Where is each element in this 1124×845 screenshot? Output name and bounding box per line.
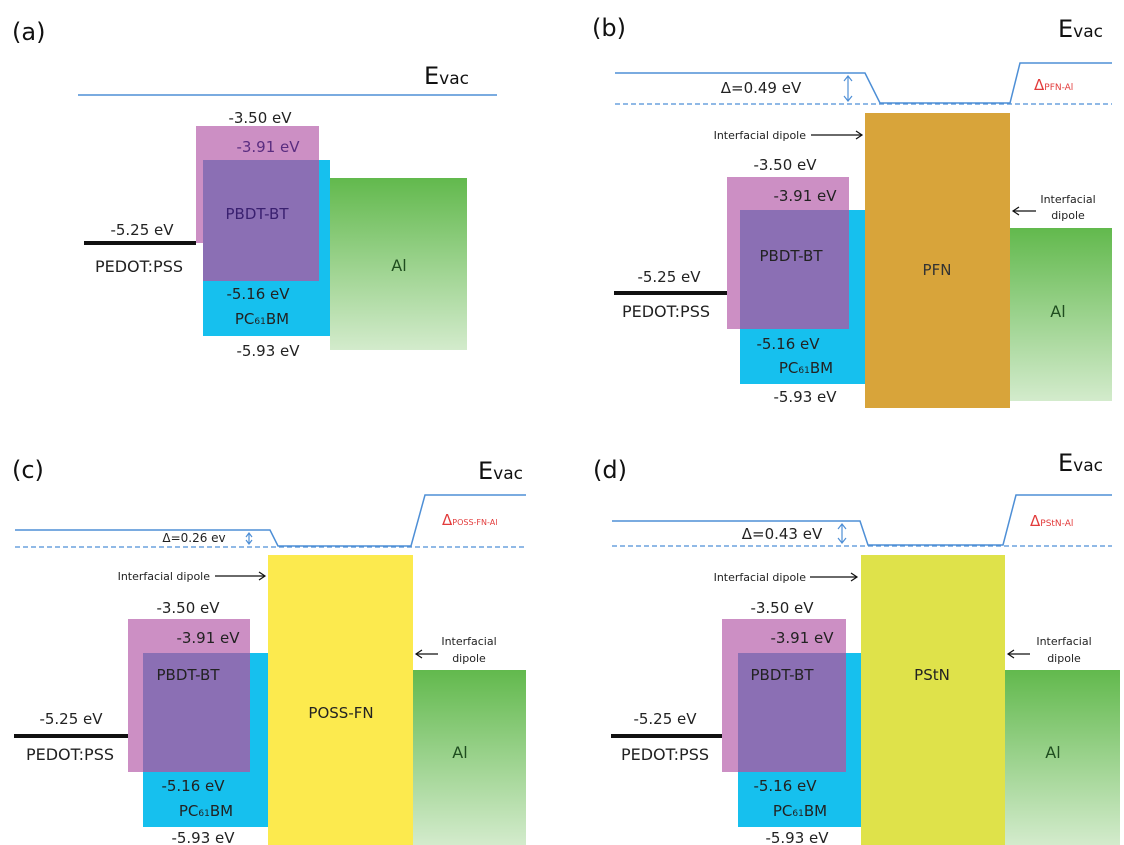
- al-label: Al: [1045, 743, 1060, 762]
- polymer-lumo-label: -3.50 eV: [228, 109, 292, 127]
- pcbm-lumo-label: -3.91 eV: [773, 187, 837, 205]
- pcbm-lumo-label: -3.91 eV: [176, 629, 240, 647]
- panel-a-tag: (a): [12, 18, 45, 46]
- polymer-lumo-label: -3.50 eV: [750, 599, 814, 617]
- al-cathode-block: [1005, 670, 1120, 845]
- panel-c-tag: (c): [12, 456, 44, 484]
- interfacial-dipole-right-label-2: dipole: [452, 652, 486, 665]
- evac-label: Evac: [1058, 15, 1103, 43]
- polymer-homo-label: -5.16 eV: [161, 777, 225, 795]
- pcbm-lumo-label: -3.91 eV: [236, 138, 300, 156]
- polymer-lumo-label: -3.50 eV: [156, 599, 220, 617]
- delta-cathode-label: ΔPOSS-FN-Al: [442, 511, 497, 529]
- vacuum-level-line: [615, 62, 1112, 104]
- polymer-name-label: PBDT-BT: [750, 666, 814, 684]
- pcbm-homo-label: -5.93 eV: [171, 829, 235, 845]
- polymer-homo-label: -5.16 eV: [756, 335, 820, 353]
- polymer-name-label: PBDT-BT: [759, 247, 823, 265]
- interfacial-dipole-left-label: Interfacial dipole: [714, 571, 807, 584]
- polymer-pcbm-overlap: [740, 210, 849, 329]
- possfn-interlayer-block: [268, 555, 413, 845]
- pedot-energy-label: -5.25 eV: [39, 710, 103, 728]
- pcbm-lumo-label: -3.91 eV: [770, 629, 834, 647]
- vacuum-level-line: [15, 494, 526, 547]
- polymer-pcbm-overlap: [143, 653, 250, 772]
- pcbm-homo-label: -5.93 eV: [236, 342, 300, 360]
- panel-d: (d) Evac Δ=0.43 eV ΔPStN-Al -3.50 eV -3.…: [593, 449, 1120, 845]
- polymer-homo-label: -5.16 eV: [753, 777, 817, 795]
- evac-label: Evac: [478, 457, 523, 485]
- al-cathode-block: [330, 178, 467, 350]
- pcbm-name-label: PC61BM: [235, 310, 289, 328]
- pedot-name-label: PEDOT:PSS: [621, 745, 709, 764]
- pcbm-homo-label: -5.93 eV: [773, 388, 837, 406]
- interfacial-dipole-right-label-1: Interfacial: [1040, 193, 1095, 206]
- pedot-energy-label: -5.25 eV: [633, 710, 697, 728]
- polymer-homo-label: -5.16 eV: [226, 285, 290, 303]
- interfacial-dipole-left-label: Interfacial dipole: [118, 570, 211, 583]
- al-cathode-block: [413, 670, 526, 845]
- evac-label: Evac: [424, 62, 469, 90]
- pcbm-name-label: PC61BM: [773, 802, 827, 820]
- delta-cathode-label: ΔPStN-Al: [1030, 512, 1073, 530]
- interfacial-dipole-right-label-1: Interfacial: [1036, 635, 1091, 648]
- pfn-interlayer-block: [865, 113, 1010, 408]
- delta-label: Δ=0.26 ev: [162, 531, 225, 545]
- al-label: Al: [391, 256, 406, 275]
- pcbm-name-label: PC61BM: [779, 359, 833, 377]
- polymer-pcbm-overlap: [738, 653, 846, 772]
- polymer-name-label: PBDT-BT: [156, 666, 220, 684]
- panel-d-tag: (d): [593, 456, 627, 484]
- delta-label: Δ=0.43 eV: [742, 525, 823, 543]
- interlayer-label: POSS-FN: [308, 704, 373, 722]
- panel-b-tag: (b): [592, 14, 626, 42]
- pedot-energy-label: -5.25 eV: [637, 268, 701, 286]
- panel-b: (b) Evac Δ=0.49 eV ΔPFN-Al -3.50 eV -3.9…: [592, 14, 1112, 408]
- pstn-interlayer-block: [861, 555, 1005, 845]
- pcbm-name-label: PC61BM: [179, 802, 233, 820]
- al-label: Al: [1050, 302, 1065, 321]
- polymer-name-label: PBDT-BT: [225, 205, 289, 223]
- panel-c: (c) Evac Δ=0.26 ev ΔPOSS-FN-Al -3.50 eV …: [12, 456, 526, 845]
- al-cathode-block: [1010, 228, 1112, 401]
- polymer-lumo-label: -3.50 eV: [753, 156, 817, 174]
- interfacial-dipole-right-label-2: dipole: [1047, 652, 1081, 665]
- interlayer-label: PStN: [914, 666, 950, 684]
- delta-label: Δ=0.49 eV: [721, 79, 802, 97]
- interfacial-dipole-left-label: Interfacial dipole: [714, 129, 807, 142]
- panel-a: (a) Evac -3.50 eV -3.91 eV PBDT-BT -5.25…: [12, 18, 497, 360]
- interfacial-dipole-right-label-2: dipole: [1051, 209, 1085, 222]
- delta-cathode-label: ΔPFN-Al: [1034, 76, 1073, 94]
- vacuum-level-line: [612, 494, 1112, 546]
- pedot-name-label: PEDOT:PSS: [622, 302, 710, 321]
- al-label: Al: [452, 743, 467, 762]
- pedot-name-label: PEDOT:PSS: [26, 745, 114, 764]
- pcbm-homo-label: -5.93 eV: [765, 829, 829, 845]
- interlayer-label: PFN: [923, 261, 952, 279]
- polymer-pcbm-overlap: [203, 160, 319, 281]
- evac-label: Evac: [1058, 449, 1103, 477]
- interfacial-dipole-right-label-1: Interfacial: [441, 635, 496, 648]
- pedot-name-label: PEDOT:PSS: [95, 257, 183, 276]
- pedot-energy-label: -5.25 eV: [110, 221, 174, 239]
